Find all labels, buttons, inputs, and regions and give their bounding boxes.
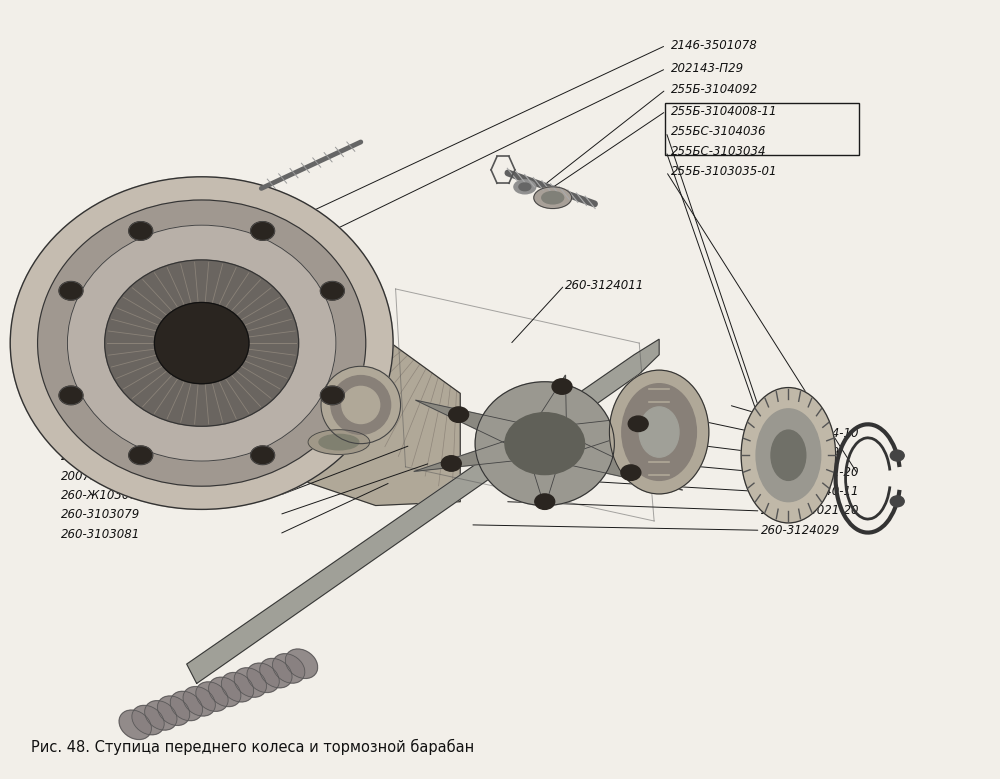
Ellipse shape <box>331 375 391 435</box>
Ellipse shape <box>639 407 679 457</box>
Ellipse shape <box>756 409 821 502</box>
Circle shape <box>59 386 83 404</box>
Text: 202143-П29: 202143-П29 <box>671 62 744 75</box>
Circle shape <box>505 413 585 474</box>
Ellipse shape <box>132 705 164 735</box>
Polygon shape <box>523 375 567 446</box>
Ellipse shape <box>221 672 254 702</box>
Ellipse shape <box>342 386 380 424</box>
Circle shape <box>59 281 83 300</box>
Ellipse shape <box>10 177 393 509</box>
Ellipse shape <box>319 435 359 449</box>
Text: 260-3103081: 260-3103081 <box>60 527 140 541</box>
Circle shape <box>890 450 904 461</box>
Text: 260-3124040-11: 260-3124040-11 <box>761 485 859 498</box>
Text: 260-Ж103076: 260-Ж103076 <box>60 489 145 502</box>
Circle shape <box>441 456 461 471</box>
Ellipse shape <box>771 430 806 481</box>
Text: 2007122М: 2007122М <box>60 470 123 483</box>
Ellipse shape <box>514 180 536 194</box>
Text: 2146-3501078: 2146-3501078 <box>671 39 758 52</box>
Ellipse shape <box>145 700 177 730</box>
Circle shape <box>890 496 904 507</box>
Text: 260-3124021-20: 260-3124021-20 <box>761 505 859 517</box>
Text: 260-3124029: 260-3124029 <box>761 446 840 460</box>
Text: 260-3124021-20: 260-3124021-20 <box>761 466 859 479</box>
Polygon shape <box>416 400 557 456</box>
Ellipse shape <box>38 200 366 486</box>
Text: 255Б-3104008-11: 255Б-3104008-11 <box>671 104 778 118</box>
Circle shape <box>449 407 469 422</box>
Polygon shape <box>525 444 565 507</box>
Circle shape <box>129 222 153 240</box>
Polygon shape <box>532 431 683 490</box>
Ellipse shape <box>285 649 318 679</box>
Text: 2007122М: 2007122М <box>761 407 823 421</box>
Ellipse shape <box>247 663 279 693</box>
Ellipse shape <box>183 686 215 716</box>
Text: 255БС-3103034: 255БС-3103034 <box>671 145 767 158</box>
Ellipse shape <box>622 384 696 481</box>
Text: 260-Ж124023: 260-Ж124023 <box>60 450 145 464</box>
Circle shape <box>552 379 572 394</box>
Polygon shape <box>535 410 704 459</box>
Ellipse shape <box>154 302 249 384</box>
Ellipse shape <box>67 225 336 461</box>
Ellipse shape <box>308 430 370 454</box>
Ellipse shape <box>170 691 203 721</box>
Circle shape <box>628 416 648 432</box>
Text: 255БС-3104036: 255БС-3104036 <box>671 125 767 139</box>
Ellipse shape <box>475 382 614 506</box>
Ellipse shape <box>119 710 151 739</box>
Text: 260-3501070: 260-3501070 <box>60 431 140 444</box>
Text: 260-3124029: 260-3124029 <box>761 523 840 537</box>
Ellipse shape <box>105 260 299 426</box>
Circle shape <box>129 446 153 464</box>
Ellipse shape <box>519 183 531 191</box>
Ellipse shape <box>609 370 709 494</box>
Polygon shape <box>414 431 553 471</box>
Text: 260-3103014-10: 260-3103014-10 <box>761 427 859 440</box>
Ellipse shape <box>209 677 241 707</box>
Text: 260-3124011: 260-3124011 <box>565 279 644 291</box>
Circle shape <box>251 222 275 240</box>
Polygon shape <box>187 339 659 683</box>
Text: Рис. 48. Ступица переднего колеса и тормозной барабан: Рис. 48. Ступица переднего колеса и торм… <box>31 738 474 755</box>
Text: 255Б-3103035-01: 255Б-3103035-01 <box>671 165 778 178</box>
Circle shape <box>320 281 344 300</box>
Ellipse shape <box>260 658 292 688</box>
Ellipse shape <box>542 192 564 204</box>
Ellipse shape <box>534 187 572 209</box>
Text: 260-3103079: 260-3103079 <box>60 509 140 521</box>
Ellipse shape <box>157 696 190 725</box>
Ellipse shape <box>273 654 305 683</box>
Ellipse shape <box>196 682 228 711</box>
Ellipse shape <box>321 366 401 444</box>
Circle shape <box>621 465 641 481</box>
Circle shape <box>535 494 555 509</box>
Ellipse shape <box>741 388 836 523</box>
Text: 255Б-3104092: 255Б-3104092 <box>671 83 758 96</box>
Circle shape <box>251 446 275 464</box>
Circle shape <box>320 386 344 404</box>
Polygon shape <box>296 339 460 506</box>
Ellipse shape <box>234 668 266 697</box>
